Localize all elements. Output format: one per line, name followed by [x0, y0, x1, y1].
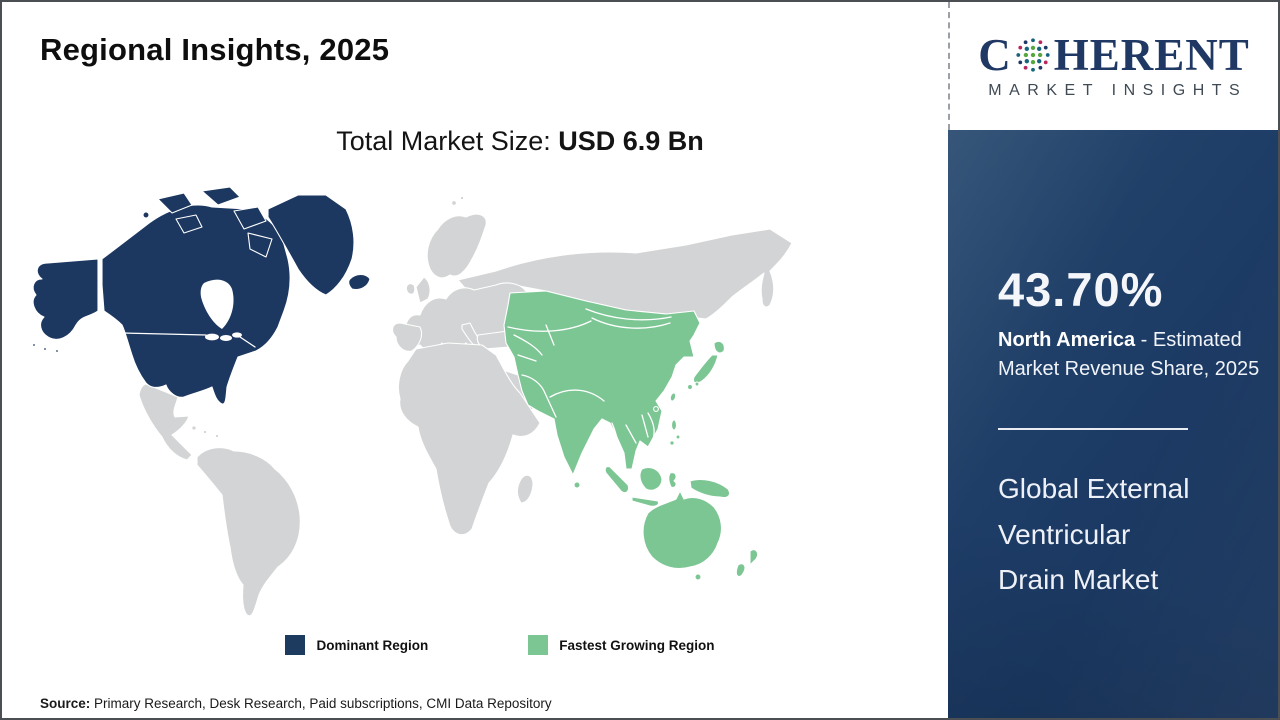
fastest-growing-region-label: Fastest Growing Region: [559, 637, 715, 653]
legend-item-fastest: Fastest Growing Region: [528, 635, 715, 655]
market-share-region: North America: [998, 329, 1136, 351]
region-north-america: [32, 186, 371, 405]
source-text: Primary Research, Desk Research, Paid su…: [90, 696, 552, 711]
total-market-size-label: Total Market Size:: [336, 126, 559, 156]
region-asia-pacific: [503, 290, 759, 581]
logo-letters-rest: HERENT: [1053, 29, 1250, 80]
market-share-value: 43.70%: [998, 263, 1164, 316]
source-label: Source:: [40, 696, 91, 711]
total-market-size: Total Market Size: USD 6.9 Bn: [47, 126, 993, 157]
region-rest-of-world: [138, 195, 793, 617]
logo-letter-c: C: [978, 29, 1012, 80]
world-map-svg: [32, 186, 793, 617]
report-title: Global External Ventricular Drain Market: [998, 466, 1248, 603]
total-market-size-value: USD 6.9 Bn: [558, 126, 704, 156]
sidebar-panel: 43.70% North America - Estimated Market …: [948, 130, 1278, 718]
globe-dots-icon: [1016, 38, 1050, 72]
fastest-growing-region-swatch: [528, 635, 549, 655]
source-note: Source: Primary Research, Desk Research,…: [40, 696, 552, 711]
dominant-region-label: Dominant Region: [316, 637, 429, 653]
report-title-line-1: Global External: [998, 473, 1190, 504]
legend-item-dominant: Dominant Region: [285, 635, 428, 655]
report-title-line-3: Drain Market: [998, 564, 1159, 596]
page-title: Regional Insights, 2025: [40, 32, 390, 67]
report-title-line-2: Ventricular: [998, 518, 1131, 550]
map-legend: Dominant Region Fastest Growing Region: [27, 635, 973, 655]
market-share-desc-text: - Estimated Market Revenue Share, 2025: [998, 329, 1260, 380]
brand-logo: C: [948, 2, 1278, 130]
dominant-region-swatch: [285, 635, 306, 655]
divider-line: [998, 428, 1188, 430]
world-map: [26, 185, 826, 625]
market-share-description: North America - Estimated Market Revenue…: [998, 326, 1262, 384]
brand-tagline: MARKET INSIGHTS: [988, 81, 1248, 99]
brand-logo-wordmark: C: [978, 29, 1250, 80]
